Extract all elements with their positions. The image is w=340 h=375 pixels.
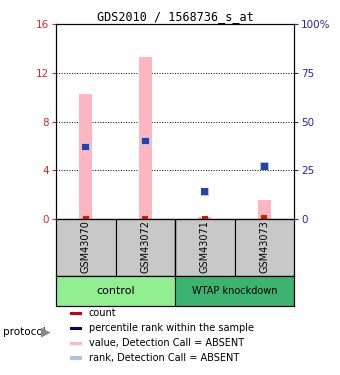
Text: percentile rank within the sample: percentile rank within the sample — [89, 323, 254, 333]
Bar — [56, 276, 175, 306]
Bar — [70, 312, 82, 315]
Text: GSM43070: GSM43070 — [81, 220, 91, 273]
Bar — [202, 216, 208, 219]
Bar — [260, 162, 269, 170]
Bar — [139, 57, 152, 219]
Bar — [83, 216, 89, 219]
Bar — [141, 137, 150, 145]
Text: rank, Detection Call = ABSENT: rank, Detection Call = ABSENT — [89, 353, 239, 363]
Bar — [175, 219, 235, 276]
Text: value, Detection Call = ABSENT: value, Detection Call = ABSENT — [89, 338, 244, 348]
Bar — [116, 219, 175, 276]
Bar — [56, 219, 116, 276]
Bar — [70, 327, 82, 330]
Bar — [142, 216, 148, 219]
Bar — [70, 357, 82, 360]
Text: WTAP knockdown: WTAP knockdown — [192, 286, 277, 296]
Bar — [198, 217, 211, 219]
Bar — [79, 94, 92, 219]
Bar — [261, 163, 268, 170]
Bar — [201, 188, 209, 196]
Text: ▶: ▶ — [41, 326, 51, 338]
Text: control: control — [96, 286, 135, 296]
Bar — [82, 144, 89, 150]
Text: GSM43073: GSM43073 — [259, 220, 269, 273]
Bar — [201, 188, 208, 195]
Bar — [235, 219, 294, 276]
Bar — [142, 138, 149, 144]
Text: GSM43072: GSM43072 — [140, 220, 150, 273]
Bar — [261, 215, 267, 219]
Bar — [175, 276, 294, 306]
Bar — [82, 143, 90, 151]
Text: GSM43071: GSM43071 — [200, 220, 210, 273]
Title: GDS2010 / 1568736_s_at: GDS2010 / 1568736_s_at — [97, 10, 254, 23]
Text: protocol: protocol — [3, 327, 46, 337]
Bar — [70, 342, 82, 345]
Text: count: count — [89, 308, 116, 318]
Bar — [258, 200, 271, 219]
